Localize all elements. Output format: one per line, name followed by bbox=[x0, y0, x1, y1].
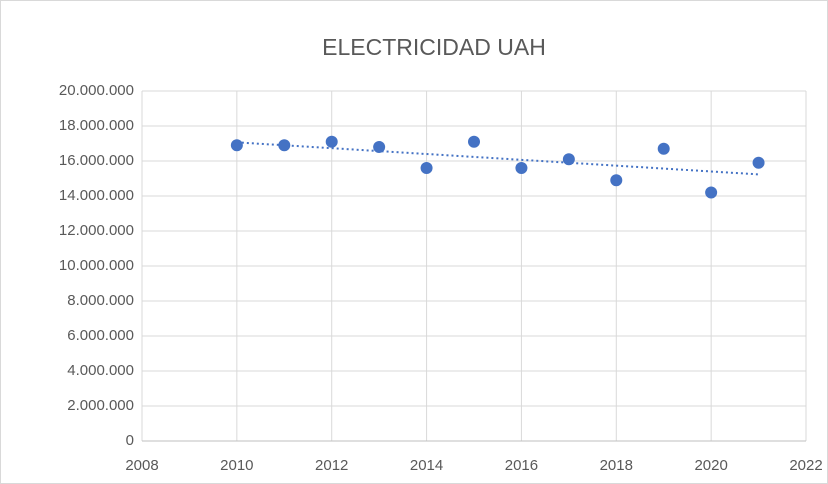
trendline bbox=[236, 141, 759, 176]
x-tick-label: 2014 bbox=[410, 457, 443, 474]
y-tick-label: 6.000.000 bbox=[67, 327, 134, 344]
y-tick-label: 0 bbox=[126, 432, 134, 449]
point bbox=[468, 135, 480, 148]
x-tick-label: 2020 bbox=[694, 457, 727, 474]
point bbox=[610, 174, 623, 187]
y-tick-label: 12.000.000 bbox=[59, 222, 134, 239]
point bbox=[373, 141, 386, 153]
chart-title: ELECTRICIDAD UAH bbox=[322, 34, 546, 60]
y-tick-label: 20.000.000 bbox=[59, 82, 134, 99]
y-tick-label: 4.000.000 bbox=[67, 362, 134, 379]
x-tick-label: 2018 bbox=[600, 457, 633, 474]
x-tick-label: 2010 bbox=[220, 457, 253, 474]
point bbox=[515, 162, 528, 174]
y-tick-label: 2.000.000 bbox=[67, 397, 134, 414]
y-tick-label: 8.000.000 bbox=[67, 292, 134, 309]
x-tick-label: 2022 bbox=[789, 457, 822, 474]
point bbox=[752, 156, 765, 169]
point bbox=[230, 139, 243, 152]
x-tick-label: 2016 bbox=[505, 457, 538, 474]
x-tick-label: 2008 bbox=[125, 457, 158, 474]
point bbox=[562, 153, 575, 166]
point bbox=[657, 142, 670, 155]
point bbox=[278, 139, 291, 152]
x-tick-label: 2012 bbox=[315, 457, 348, 474]
point bbox=[705, 186, 718, 199]
point bbox=[325, 135, 338, 148]
point bbox=[420, 162, 433, 174]
y-tick-label: 18.000.000 bbox=[59, 117, 134, 134]
y-tick-label: 16.000.000 bbox=[59, 152, 134, 169]
y-tick-label: 10.000.000 bbox=[59, 257, 134, 274]
y-tick-label: 14.000.000 bbox=[59, 187, 134, 204]
